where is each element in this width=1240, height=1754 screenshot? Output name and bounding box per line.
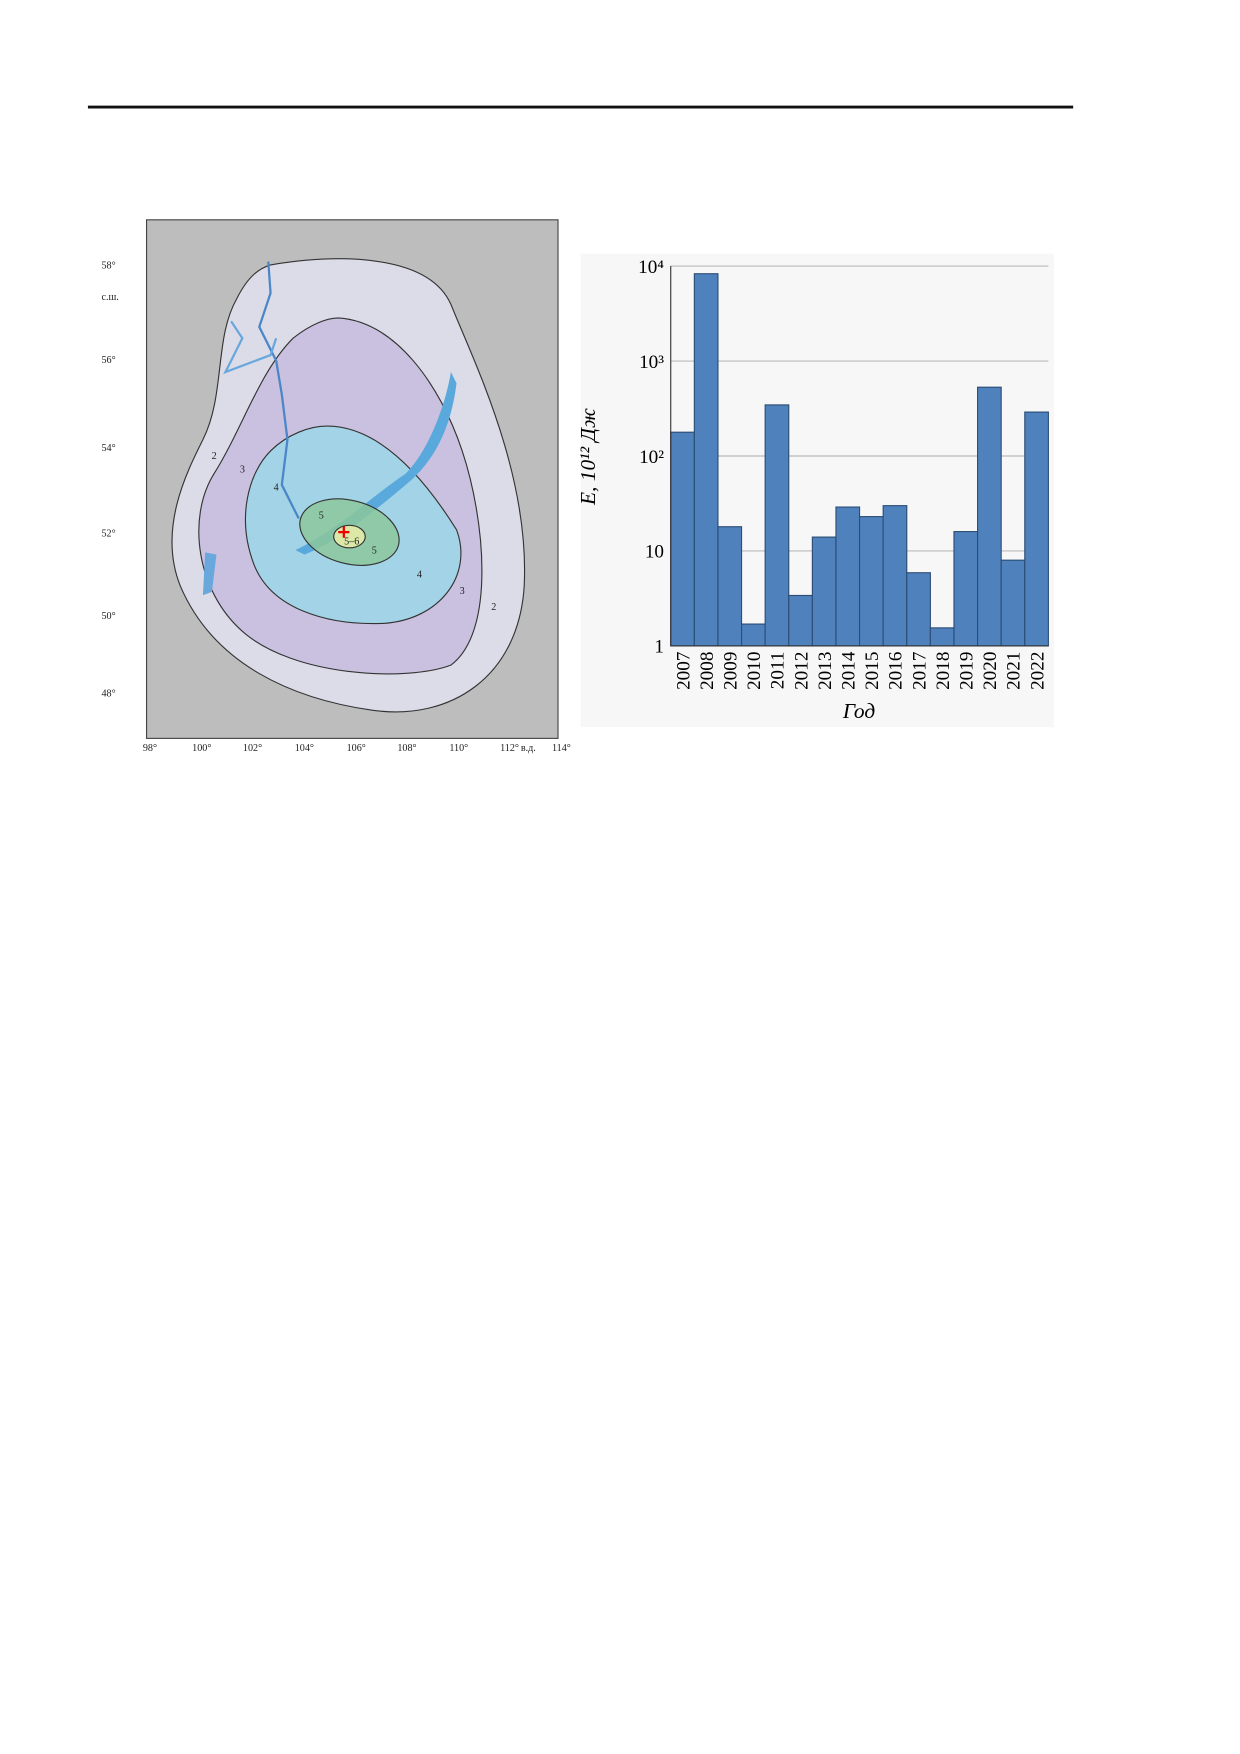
bar <box>953 531 979 647</box>
contour-label: 5–6 <box>344 537 359 548</box>
lon-label: 110° <box>449 743 468 754</box>
x-tick-label: 2012 <box>791 652 812 690</box>
river <box>258 261 300 520</box>
lon-label: 102° <box>243 743 262 754</box>
bar <box>835 506 861 647</box>
x-tick-label: 2011 <box>768 652 789 690</box>
x-tick-label: 2017 <box>909 651 930 690</box>
chart-background <box>580 253 1055 728</box>
bar <box>977 386 1002 647</box>
lon-label: 104° <box>295 743 314 754</box>
bar <box>717 526 743 647</box>
x-tick-label: 2016 <box>886 652 907 690</box>
y-axis-label: E, 10¹² Дж <box>576 408 600 506</box>
map <box>145 219 559 739</box>
contour-label: 5 <box>372 546 377 557</box>
map-frame <box>145 219 559 739</box>
bar <box>740 623 766 647</box>
lon-unit: в.д. <box>521 743 536 754</box>
x-axis-label: Год <box>842 699 875 723</box>
bar <box>1000 559 1026 647</box>
lon-label: 100° <box>192 743 211 754</box>
lat-label: 48° <box>101 689 115 700</box>
bar <box>929 627 955 647</box>
epicenter <box>338 526 350 538</box>
y-tick-label: 10² <box>639 447 664 468</box>
lat-label: 50° <box>101 611 115 622</box>
contour-label: 3 <box>460 586 465 597</box>
content: с.ш. в.д. 58° 56° 54° 52° 50° 48° 98° 100° 102° 1… <box>87 105 1074 754</box>
lake <box>202 552 217 596</box>
lat-unit: с.ш. <box>101 292 118 303</box>
contour-label: 2 <box>212 451 217 462</box>
x-tick-label: 2014 <box>839 651 860 690</box>
x-tick-label: 2009 <box>721 652 742 690</box>
bar <box>788 594 813 647</box>
map-labels: с.ш. в.д. 58° 56° 54° 52° 50° 48° 98° 100° 102° 1… <box>101 260 570 753</box>
lon-label: 112° <box>500 743 519 754</box>
x-tick-label: 2022 <box>1027 652 1048 690</box>
y-tick-label: 10 <box>645 542 664 563</box>
x-tick-label: 2013 <box>815 652 836 690</box>
bar <box>811 536 837 647</box>
x-tick-label: 2018 <box>933 652 954 690</box>
y-tick-label: 1 <box>654 637 664 658</box>
contour-label: 4 <box>274 482 279 493</box>
bar <box>859 516 884 647</box>
lon-label: 108° <box>397 743 416 754</box>
x-tick-label: 2021 <box>1004 652 1025 690</box>
x-tick-label: 2008 <box>697 652 718 690</box>
bar <box>1024 411 1049 647</box>
y-tick-label: 10³ <box>639 352 664 373</box>
lat-label: 58° <box>101 260 115 271</box>
y-tick-label: 10⁴ <box>638 257 664 278</box>
x-tick-label: 2020 <box>980 652 1001 690</box>
river <box>223 320 278 375</box>
lat-label: 56° <box>101 355 115 366</box>
x-tick-label: 2010 <box>744 652 765 690</box>
contour-label: 3 <box>240 464 245 475</box>
contour-label: 4 <box>417 569 422 580</box>
contour-label: 2 <box>491 602 496 613</box>
lat-label: 54° <box>101 443 115 454</box>
bar <box>764 404 790 647</box>
lon-label: 114° <box>552 743 571 754</box>
x-tick-label: 2007 <box>673 651 694 690</box>
bar <box>882 505 908 647</box>
bar <box>693 273 719 647</box>
lon-label: 98° <box>143 743 157 754</box>
lon-label: 106° <box>347 743 366 754</box>
x-tick-label: 2019 <box>957 652 978 690</box>
contour-label: 5 <box>319 511 324 522</box>
bar <box>670 431 695 647</box>
lat-label: 52° <box>101 529 115 540</box>
bar <box>906 572 931 647</box>
x-tick-label: 2015 <box>862 652 883 690</box>
lake-baikal <box>295 372 457 555</box>
